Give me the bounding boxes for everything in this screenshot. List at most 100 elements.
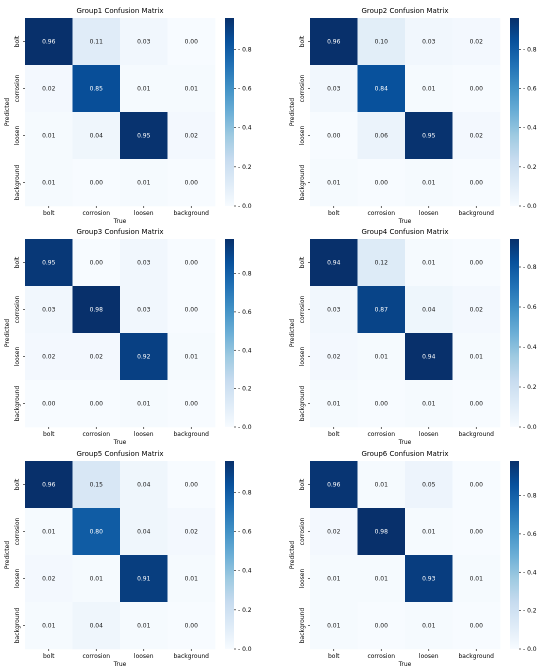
cell-value-label: 0.94 — [422, 354, 436, 361]
heatmap-cell — [120, 239, 168, 287]
heatmap-cell — [310, 112, 358, 160]
heatmap-cell — [25, 239, 73, 287]
cell-value-label: 0.01 — [422, 529, 436, 536]
cell-value-label: 0.01 — [185, 86, 199, 93]
y-tick-label: background — [299, 165, 306, 201]
y-tick-label: loosen — [14, 125, 21, 145]
cell-value-label: 0.00 — [327, 133, 341, 140]
heatmap-cell — [310, 602, 358, 650]
cell-value-label: 0.01 — [185, 576, 199, 583]
colorbar-tick-label: - 0.8 — [523, 264, 537, 271]
heatmap-group6: Group6 Confusion Matrix 0.96 0.01 0.05 0.00 0… — [289, 450, 537, 668]
heatmap-cell — [25, 286, 73, 334]
colorbar — [510, 18, 519, 206]
cell-value-label: 0.01 — [137, 623, 151, 630]
heatmap-cell — [167, 239, 216, 287]
y-tick-label: corrosion — [299, 518, 306, 546]
heatmap-cell — [25, 602, 73, 650]
colorbar-tick-label: - 0.0 — [523, 203, 537, 210]
heatmap-cell — [167, 555, 216, 603]
cell-value-label: 0.04 — [137, 529, 151, 536]
colorbar-tick-label: - 0.0 — [238, 646, 252, 653]
heatmap-cell — [452, 65, 501, 113]
colorbar-tick-label: - 0.2 — [523, 384, 537, 391]
heatmap-cell — [357, 461, 406, 509]
y-axis-label: Predicted — [4, 319, 11, 347]
heatmap-cell — [25, 380, 73, 428]
cell-value-label: 0.01 — [90, 576, 104, 583]
cell-value-label: 0.02 — [470, 39, 484, 46]
y-tick-label: bolt — [14, 478, 21, 490]
chart-title: Group5 Confusion Matrix — [76, 450, 163, 458]
colorbar-tick-label: - 0.0 — [523, 646, 537, 653]
heatmap-cell — [357, 159, 406, 207]
heatmap-cell — [310, 461, 358, 509]
colorbar-tick-label: - 0.4 — [523, 125, 537, 132]
cell-value-label: 0.11 — [90, 39, 104, 46]
x-tick-label: bolt — [43, 653, 55, 660]
cell-value-label: 0.02 — [185, 133, 199, 140]
colorbar — [225, 239, 234, 427]
heatmap-cell — [167, 333, 216, 381]
x-tick-label: loosen — [419, 431, 439, 438]
y-tick-label: loosen — [299, 125, 306, 145]
y-tick-label: loosen — [14, 346, 21, 366]
chart-title: Group2 Confusion Matrix — [361, 7, 448, 15]
heatmap-cell — [357, 333, 406, 381]
cell-value-label: 0.00 — [42, 401, 56, 408]
heatmap-cell — [120, 461, 168, 509]
x-tick-label: bolt — [328, 210, 340, 217]
colorbar-tick-label: - 0.4 — [238, 568, 252, 575]
x-tick-label: loosen — [419, 653, 439, 660]
heatmap-cell — [25, 159, 73, 207]
y-tick-label: background — [299, 386, 306, 422]
heatmap-cell — [452, 286, 501, 334]
heatmap-cell — [72, 18, 121, 66]
cell-value-label: 0.00 — [185, 39, 199, 46]
cell-value-label: 0.95 — [137, 133, 151, 140]
cell-value-label: 0.01 — [327, 401, 341, 408]
cell-value-label: 0.00 — [470, 86, 484, 93]
heatmap-cell — [25, 112, 73, 160]
cell-value-label: 0.00 — [90, 401, 104, 408]
heatmap-cell — [452, 555, 501, 603]
cell-value-label: 0.01 — [375, 576, 389, 583]
x-tick-label: background — [174, 210, 210, 217]
cell-value-label: 0.04 — [422, 307, 436, 314]
heatmap-cell — [452, 18, 501, 66]
cell-value-label: 0.01 — [327, 576, 341, 583]
x-tick-label: corrosion — [82, 431, 110, 438]
heatmap-cell — [310, 380, 358, 428]
cell-value-label: 0.03 — [327, 86, 341, 93]
heatmap-cell — [405, 461, 453, 509]
heatmap-cell — [25, 65, 73, 113]
cell-value-label: 0.02 — [42, 576, 56, 583]
heatmap-cell — [357, 239, 406, 287]
cell-value-label: 0.03 — [327, 307, 341, 314]
x-tick-label: background — [459, 653, 495, 660]
heatmap-group5: Group5 Confusion Matrix 0.96 0.15 0.04 0.00 0… — [4, 450, 252, 668]
y-tick-label: corrosion — [14, 518, 21, 546]
colorbar-tick-label: - 0.2 — [238, 607, 252, 614]
cell-value-label: 0.04 — [90, 623, 104, 630]
cell-value-label: 0.01 — [185, 354, 199, 361]
colorbar-tick-label: - 0.6 — [523, 304, 537, 311]
cell-value-label: 0.00 — [375, 180, 389, 187]
cell-value-label: 0.15 — [90, 482, 104, 489]
x-tick-label: corrosion — [367, 653, 395, 660]
cell-value-label: 0.01 — [137, 86, 151, 93]
chart-title: Group3 Confusion Matrix — [76, 228, 163, 236]
colorbar — [510, 239, 519, 427]
cell-value-label: 0.01 — [422, 260, 436, 267]
heatmap-cell — [357, 112, 406, 160]
x-tick-label: bolt — [43, 210, 55, 217]
heatmap-cell — [405, 508, 453, 556]
heatmap-cell — [452, 159, 501, 207]
x-tick-label: background — [459, 431, 495, 438]
heatmap-cell — [72, 159, 121, 207]
heatmap-cell — [452, 461, 501, 509]
cell-value-label: 0.00 — [375, 623, 389, 630]
heatmap-cell — [167, 508, 216, 556]
colorbar-tick-label: - 0.2 — [238, 164, 252, 171]
y-tick-label: corrosion — [14, 296, 21, 324]
